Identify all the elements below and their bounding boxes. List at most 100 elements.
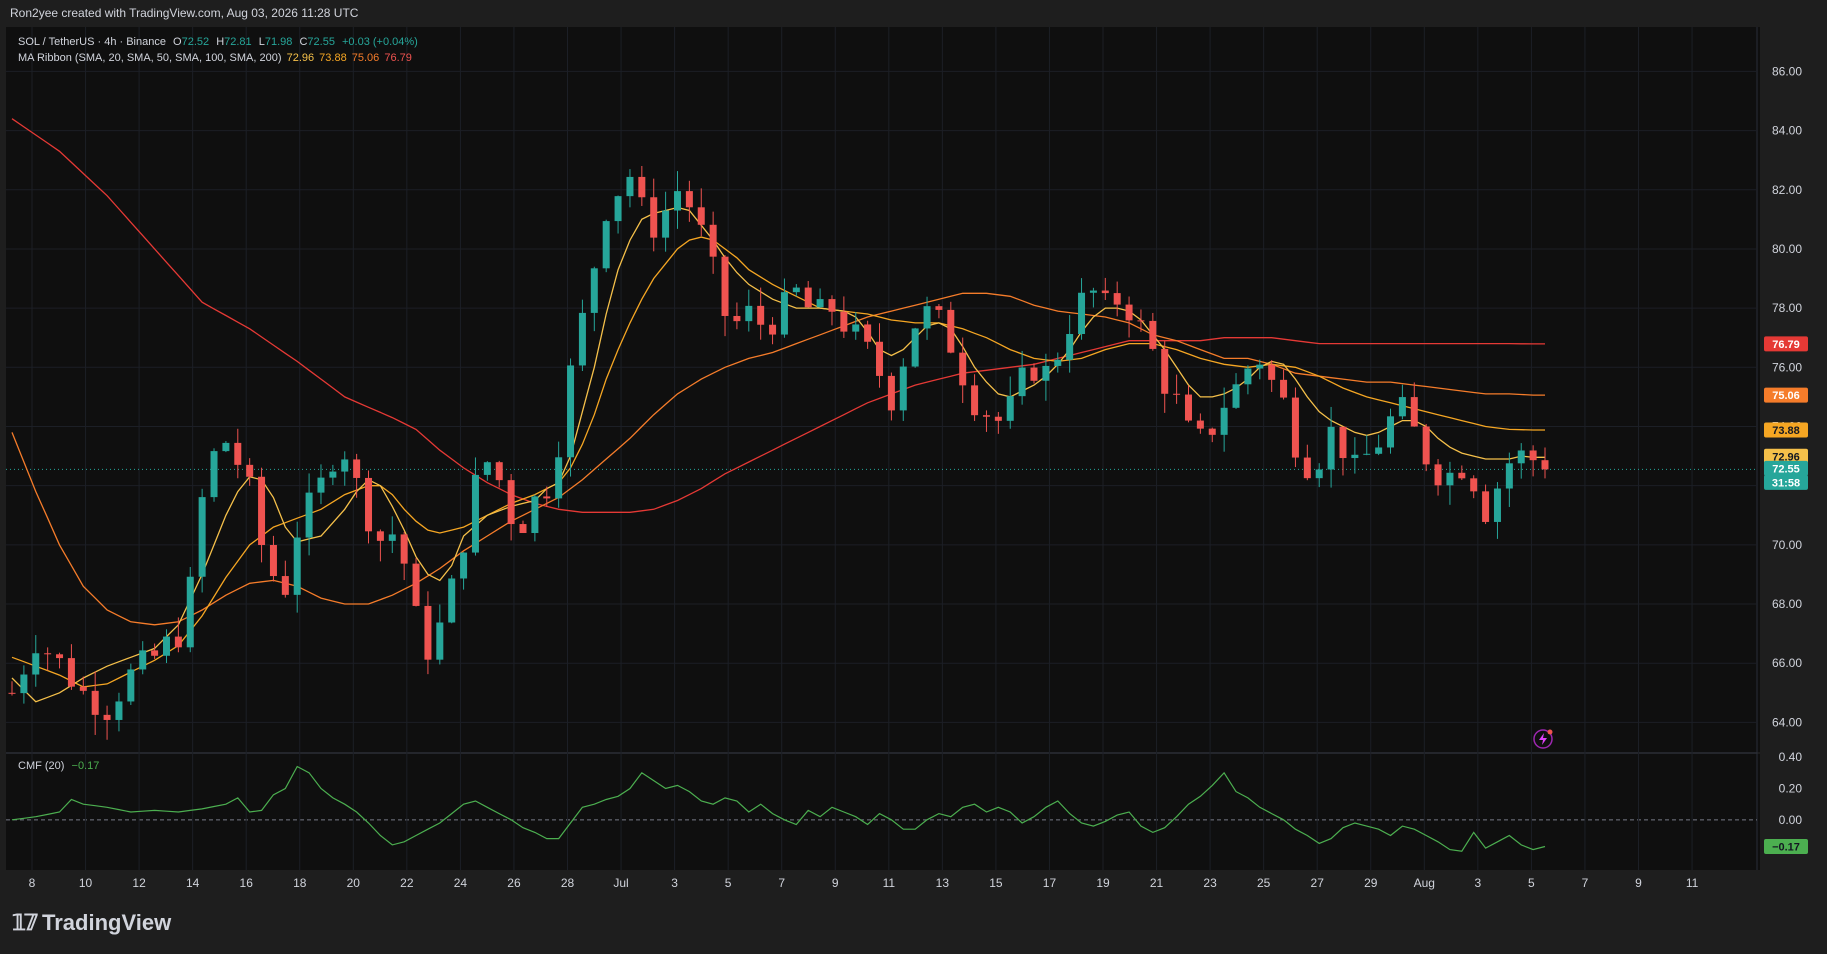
candle-body <box>293 537 301 595</box>
time-tick-label: 7 <box>778 876 785 890</box>
candle-body <box>578 312 586 366</box>
candle-body <box>1066 334 1074 360</box>
candle-body <box>1422 426 1430 465</box>
candle-body <box>210 451 218 498</box>
time-tick-label: 15 <box>989 876 1003 890</box>
time-axis[interactable]: 8 10 12 14 16 18 20 22 24 26 28 Jul 3 5 7 9 11 13 15 17 19 21… <box>29 876 1699 890</box>
candle-body <box>1030 367 1038 381</box>
candle-body <box>1303 457 1311 479</box>
time-tick-label: 23 <box>1203 876 1217 890</box>
cmf-tick-label: 0.40 <box>1779 750 1803 764</box>
time-tick-label: 24 <box>454 876 468 890</box>
time-tick-label: 28 <box>561 876 575 890</box>
candle-body <box>1054 359 1062 366</box>
ma-ribbon-title[interactable]: MA Ribbon (SMA, 20, SMA, 50, SMA, 100, S… <box>18 52 282 64</box>
candle-body <box>840 311 848 332</box>
candle-body <box>305 492 313 538</box>
time-tick-label: 3 <box>671 876 678 890</box>
time-tick-label: 10 <box>79 876 93 890</box>
time-tick-label: 9 <box>832 876 839 890</box>
brand-name: TradingView <box>42 910 172 935</box>
time-tick-label: 8 <box>29 876 36 890</box>
candle-body <box>412 563 420 606</box>
time-tick-label: 13 <box>936 876 950 890</box>
price-tag-box <box>1764 448 1808 464</box>
candle-body <box>1529 450 1537 461</box>
price-chart[interactable]: 86.0084.0082.0080.0078.0076.0074.0072.00… <box>0 27 1827 897</box>
candle-body <box>1161 348 1169 394</box>
candle-body <box>792 287 800 293</box>
cmf-legend[interactable]: CMF (20) −0.17 <box>18 760 99 772</box>
candle-body <box>1244 368 1252 385</box>
candle-body <box>460 552 468 579</box>
time-tick-label: 22 <box>400 876 414 890</box>
candle-body <box>365 477 373 532</box>
candle-body <box>1018 367 1026 397</box>
cmf-tag-box <box>1764 838 1808 854</box>
price-tag-box <box>1764 474 1808 490</box>
candle-body <box>721 256 729 316</box>
candle-body <box>1232 384 1240 408</box>
open-label: O <box>173 36 182 48</box>
candle-body <box>697 207 705 225</box>
candle-body <box>151 650 159 656</box>
candle-body <box>1482 491 1490 522</box>
candle-body <box>971 385 979 416</box>
candle-body <box>1315 469 1323 479</box>
price-tick-label: 84.00 <box>1772 124 1802 138</box>
candle-body <box>115 701 123 720</box>
price-tag-text: 72.96 <box>1772 451 1800 463</box>
candle-body <box>519 524 527 534</box>
price-tick-label: 70.00 <box>1772 538 1802 552</box>
candle-body <box>828 299 836 312</box>
candle-body <box>994 416 1002 421</box>
candle-body <box>864 324 872 342</box>
candle-body <box>543 496 551 499</box>
candle-body <box>198 497 206 577</box>
candle-body <box>1470 478 1478 492</box>
candle-body <box>1517 450 1525 464</box>
candle-body <box>899 366 907 411</box>
candle-body <box>448 578 456 623</box>
sma20-value: 72.96 <box>286 52 315 64</box>
time-tick-label: 19 <box>1096 876 1110 890</box>
symbol-name[interactable]: SOL / TetherUS · 4h · Binance <box>18 36 166 48</box>
cmf-title[interactable]: CMF (20) <box>18 760 65 772</box>
tradingview-logo[interactable]: 𝟙𝟟 TradingView <box>12 910 171 936</box>
price-tag-text: 31:58 <box>1772 477 1800 489</box>
symbol-legend[interactable]: SOL / TetherUS · 4h · Binance O72.52 H72… <box>18 36 418 48</box>
main-price-pane[interactable] <box>6 27 1760 752</box>
candle-body <box>1196 420 1204 429</box>
candle-body <box>757 305 765 325</box>
candle-body <box>1327 426 1335 470</box>
cmf-indicator-pane[interactable] <box>6 754 1760 870</box>
time-tick-label: 9 <box>1635 876 1642 890</box>
cmf-value: −0.17 <box>71 760 100 772</box>
candlestick-series <box>8 165 1549 740</box>
candle-body <box>139 650 147 670</box>
time-tick-label: 27 <box>1311 876 1325 890</box>
candle-body <box>329 471 337 478</box>
candle-body <box>1291 397 1299 458</box>
candle-body <box>887 375 895 411</box>
time-tick-label: 11 <box>883 876 896 890</box>
candle-body <box>1006 396 1014 421</box>
candle-body <box>1446 472 1454 486</box>
candle-body <box>56 654 64 659</box>
alert-lightning-icon[interactable] <box>1533 729 1553 749</box>
candle-body <box>602 221 610 269</box>
time-tick-label: 16 <box>240 876 254 890</box>
candle-body <box>1220 407 1228 435</box>
candle-body <box>1089 290 1097 293</box>
high-value: 72.81 <box>224 36 252 48</box>
grid-lines <box>6 27 1757 870</box>
candle-body <box>780 292 788 335</box>
candle-body <box>483 462 491 475</box>
price-tick-label: 64.00 <box>1772 715 1802 729</box>
candle-body <box>911 328 919 367</box>
price-tag-box <box>1764 422 1808 438</box>
candle-body <box>804 287 812 308</box>
ma-ribbon-legend[interactable]: MA Ribbon (SMA, 20, SMA, 50, SMA, 100, S… <box>18 52 412 64</box>
candle-body <box>1375 447 1383 454</box>
